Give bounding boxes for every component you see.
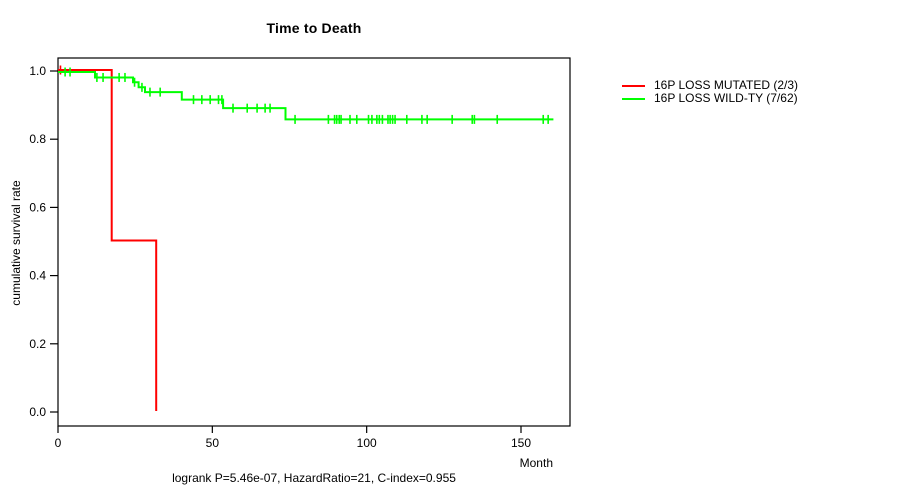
x-tick-label: 150 — [511, 436, 531, 450]
legend-label: 16P LOSS MUTATED (2/3) — [654, 78, 799, 92]
legend-line-swatch — [622, 97, 645, 100]
legend-item: 16P LOSS WILD-TY (7/62) — [622, 92, 798, 105]
x-tick-label: 100 — [357, 436, 377, 450]
survival-curve-wild-type — [58, 71, 554, 121]
legend-line-swatch — [622, 84, 645, 87]
legend: 16P LOSS MUTATED (2/3) 16P LOSS WILD-TY (… — [622, 79, 798, 105]
y-tick-label: 0.4 — [29, 269, 46, 283]
y-tick-label: 0.6 — [29, 200, 46, 214]
survival-curve-mutated — [58, 69, 158, 411]
y-tick-label: 0.2 — [29, 337, 46, 351]
y-tick-label: 0.0 — [29, 405, 46, 419]
plot-frame — [57, 57, 571, 427]
x-tick-label: 0 — [55, 436, 62, 450]
x-tick-label: 50 — [206, 436, 220, 450]
legend-item: 16P LOSS MUTATED (2/3) — [622, 79, 798, 92]
y-tick-label: 1.0 — [29, 64, 46, 78]
y-tick-label: 0.8 — [29, 132, 46, 146]
chart-title: Time to Death — [266, 20, 362, 36]
legend-label: 16P LOSS WILD-TY (7/62) — [654, 91, 798, 105]
stats-annotation: logrank P=5.46e-07, HazardRatio=21, C-in… — [172, 471, 456, 485]
x-axis-label: Month — [519, 456, 553, 470]
